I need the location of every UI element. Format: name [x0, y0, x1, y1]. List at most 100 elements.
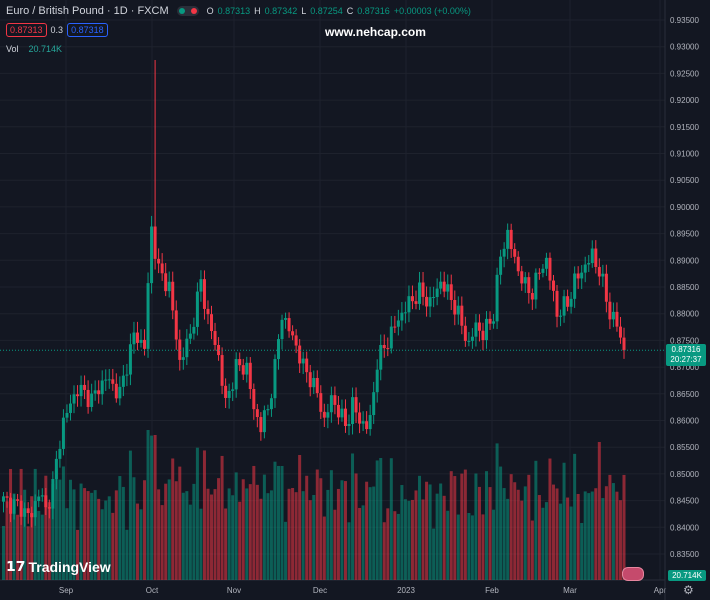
- market-status-icon[interactable]: [176, 6, 199, 16]
- candle-body: [601, 273, 605, 277]
- volume-bar: [428, 484, 432, 580]
- candle-body: [47, 507, 51, 509]
- candle-body: [167, 281, 171, 292]
- candle-body: [530, 293, 534, 300]
- candle-body: [255, 409, 259, 418]
- candle-body: [37, 496, 41, 502]
- volume-bar: [132, 477, 136, 580]
- volume-bar: [280, 465, 284, 580]
- volume-bar: [291, 487, 295, 580]
- volume-bar: [622, 474, 626, 580]
- volume-bar: [111, 512, 115, 580]
- x-tick-label: Feb: [485, 586, 499, 595]
- volume-bar: [178, 466, 182, 580]
- candle-body: [273, 359, 277, 399]
- volume-bar: [604, 486, 608, 580]
- volume-bar: [51, 483, 55, 580]
- candle-body: [477, 322, 481, 331]
- candle-body: [76, 394, 80, 397]
- volume-bar: [368, 487, 372, 580]
- candle-body: [583, 264, 587, 273]
- volume-bar: [361, 505, 365, 580]
- volume-bar: [396, 513, 400, 580]
- volume-bar: [573, 453, 577, 580]
- volume-bar: [54, 468, 58, 580]
- tradingview-logo[interactable]: 𝟭𝟳 TradingView: [6, 558, 111, 575]
- volume-bar: [432, 528, 436, 580]
- volume-bar: [252, 465, 256, 580]
- candle-body: [520, 271, 524, 284]
- volume-bar: [90, 492, 94, 580]
- candle-body: [506, 229, 510, 249]
- volume-bar: [615, 491, 619, 580]
- candle-body: [220, 355, 224, 386]
- candle-body: [340, 408, 344, 418]
- x-tick-label: Sep: [59, 586, 74, 595]
- volume-bar: [188, 504, 192, 580]
- candle-body: [125, 374, 129, 376]
- tradingview-logo-text: TradingView: [28, 558, 111, 575]
- candle-body: [587, 263, 591, 265]
- volume-bar: [329, 470, 333, 580]
- volume-bar: [135, 503, 139, 580]
- candle-body: [502, 248, 506, 257]
- y-tick-label: 0.93500: [670, 16, 699, 25]
- candle-body: [252, 388, 256, 410]
- volume-bar: [559, 503, 563, 580]
- volume-bar: [587, 493, 591, 580]
- volume-bar: [47, 502, 51, 580]
- volume-bar: [516, 489, 520, 580]
- close-value: 0.87316: [357, 6, 390, 16]
- volume-bar: [456, 514, 460, 580]
- candle-body: [97, 390, 101, 395]
- y-tick-label: 0.84500: [670, 497, 699, 506]
- candle-body: [322, 411, 326, 418]
- candle-body: [111, 379, 115, 384]
- candle-body: [26, 508, 30, 514]
- candle-body: [44, 495, 48, 508]
- volume-bar: [315, 469, 319, 580]
- candle-body: [280, 319, 284, 340]
- sell-price-button[interactable]: 0.87313: [6, 23, 47, 37]
- candle-body: [234, 359, 238, 390]
- candle-body: [396, 320, 400, 327]
- candle-body: [544, 257, 548, 269]
- volume-bar: [104, 500, 108, 580]
- symbol-title[interactable]: Euro / British Pound · 1D · FXCM: [6, 5, 169, 17]
- candle-body: [217, 344, 221, 356]
- buy-price-button[interactable]: 0.87318: [67, 23, 108, 37]
- settings-gear-icon[interactable]: ⚙: [683, 583, 694, 597]
- candle-body: [382, 344, 386, 349]
- volume-bar: [224, 508, 228, 580]
- candle-body: [319, 393, 323, 412]
- candle-body: [54, 458, 58, 480]
- volume-bar: [414, 490, 418, 580]
- candle-body: [597, 266, 601, 277]
- candle-body: [326, 412, 330, 418]
- symbol-header: Euro / British Pound · 1D · FXCM O 0.8731…: [6, 5, 471, 17]
- events-marker-icon[interactable]: [622, 567, 644, 581]
- volume-bar: [425, 481, 429, 580]
- volume-bar: [618, 500, 622, 580]
- candle-body: [51, 479, 55, 509]
- volume-bar: [139, 509, 143, 580]
- volume-bar: [37, 510, 41, 580]
- candle-body: [68, 403, 72, 413]
- volume-bar: [287, 488, 291, 580]
- candle-body: [121, 375, 125, 387]
- high-value: 0.87342: [264, 6, 298, 16]
- volume-bar: [442, 495, 446, 580]
- volume-bar: [181, 492, 185, 580]
- candle-body: [199, 279, 203, 292]
- volume-bar: [266, 493, 270, 580]
- volume-bar: [167, 479, 171, 580]
- candle-body: [513, 249, 517, 257]
- x-tick-label: Nov: [227, 586, 241, 595]
- watermark-text: www.nehcap.com: [325, 25, 426, 39]
- y-tick-label: 0.87000: [670, 363, 699, 372]
- volume-bar: [340, 480, 344, 580]
- volume-label[interactable]: Vol: [6, 44, 19, 54]
- volume-bar: [255, 484, 259, 580]
- candle-body: [40, 495, 44, 497]
